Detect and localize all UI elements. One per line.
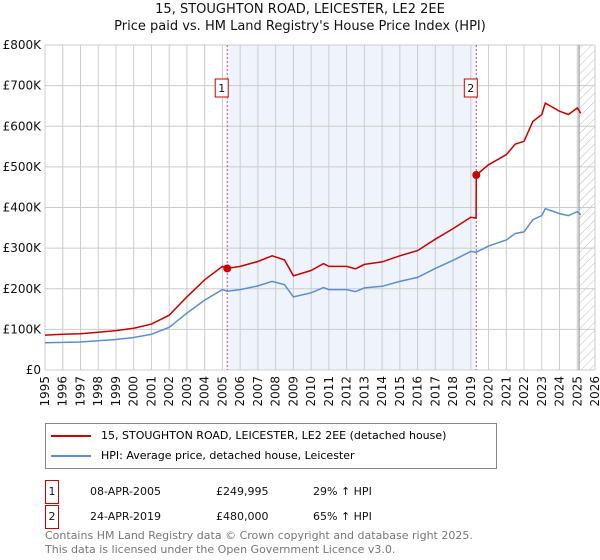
sale-hpi-change: 29% ↑ HPI xyxy=(313,485,372,498)
x-tick-label: 2001 xyxy=(144,376,158,407)
legend-label: 15, STOUGHTON ROAD, LEICESTER, LE2 2EE (… xyxy=(101,429,447,442)
y-tick-label: £400K xyxy=(3,201,43,215)
x-tick-label: 2008 xyxy=(269,376,283,407)
y-tick-label: £800K xyxy=(3,38,43,52)
x-tick-label: 2000 xyxy=(127,376,141,407)
legend: 15, STOUGHTON ROAD, LEICESTER, LE2 2EE (… xyxy=(45,423,497,469)
series-line xyxy=(44,207,582,344)
x-tick-label: 2010 xyxy=(304,376,318,407)
x-tick-label: 2013 xyxy=(357,376,371,407)
footer-copyright: Contains HM Land Registry data © Crown c… xyxy=(45,529,473,542)
x-tick-label: 2026 xyxy=(588,376,600,407)
y-tick-label: £200K xyxy=(3,282,43,296)
sale-marker-badge: 1 xyxy=(45,480,59,504)
sale-hpi-change: 65% ↑ HPI xyxy=(313,510,372,523)
x-tick-label: 2009 xyxy=(286,376,300,407)
x-tick-label: 2004 xyxy=(198,376,212,407)
sale-label-number: 2 xyxy=(467,82,474,95)
x-tick-label: 2022 xyxy=(517,376,531,407)
x-tick-label: 2024 xyxy=(553,376,567,407)
y-tick-label: £100K xyxy=(3,322,43,336)
sale-row: 1 08-APR-2005 £249,995 29% ↑ HPI xyxy=(45,480,545,504)
x-tick-label: 2007 xyxy=(251,376,265,407)
x-tick-label: 1999 xyxy=(109,376,123,407)
x-tick-label: 2020 xyxy=(482,376,496,407)
sale-marker-badge: 2 xyxy=(45,505,59,529)
x-tick-label: 2023 xyxy=(535,376,549,407)
x-tick-label: 2015 xyxy=(393,376,407,407)
x-tick-label: 2017 xyxy=(428,376,442,407)
x-tick-label: 1996 xyxy=(56,376,70,407)
x-tick-label: 1998 xyxy=(91,376,105,407)
chart-subtitle: Price paid vs. HM Land Registry's House … xyxy=(114,19,486,34)
x-tick-label: 2018 xyxy=(446,376,460,407)
plot-area: 1995 1996 1997 1998 1999 2000 2001 2002 2003 2004… xyxy=(3,38,600,407)
sale-date: 24-APR-2019 xyxy=(90,510,162,523)
y-tick-label: £500K xyxy=(3,160,43,174)
y-tick-label: £0 xyxy=(26,363,41,377)
sale-price: £249,995 xyxy=(216,485,269,498)
sale-label-box: 2 xyxy=(463,78,478,98)
x-tick-label: 2002 xyxy=(162,376,176,407)
x-tick-label: 1997 xyxy=(73,376,87,407)
x-tick-label: 2025 xyxy=(570,376,584,407)
series-line xyxy=(44,101,582,336)
sale-label-number: 1 xyxy=(218,82,225,95)
x-tick-label: 2016 xyxy=(411,376,425,407)
y-tick-label: £600K xyxy=(3,119,43,133)
y-tick-label: £700K xyxy=(3,79,43,93)
sale-label-border xyxy=(214,78,229,98)
y-tick-label: £300K xyxy=(3,241,43,255)
sale-point xyxy=(472,171,481,179)
x-tick-label: 1995 xyxy=(38,376,52,407)
sale-date: 08-APR-2005 xyxy=(90,485,162,498)
footer: Contains HM Land Registry data © Crown c… xyxy=(45,529,473,557)
sale-price: £480,000 xyxy=(216,510,269,523)
legend-label: HPI: Average price, detached house, Leic… xyxy=(101,449,355,462)
x-tick-label: 2011 xyxy=(322,376,336,407)
x-tick-label: 2019 xyxy=(464,376,478,407)
sale-label-box: 1 xyxy=(214,78,229,98)
x-tick-label: 2021 xyxy=(499,376,513,407)
sale-point xyxy=(223,264,232,273)
footer-licence: This data is licensed under the Open Gov… xyxy=(45,543,396,556)
sale-label-border xyxy=(463,78,478,98)
legend-swatch-blue xyxy=(51,455,91,457)
x-tick-label: 2003 xyxy=(180,376,194,407)
x-tick-label: 2012 xyxy=(340,376,354,407)
x-tick-label: 2014 xyxy=(375,376,389,407)
x-tick-label: 2005 xyxy=(215,376,229,407)
chart-title: 15, STOUGHTON ROAD, LEICESTER, LE2 2EE xyxy=(155,2,445,17)
x-tick-label: 2006 xyxy=(233,376,247,407)
legend-item-hpi: HPI: Average price, detached house, Leic… xyxy=(51,447,355,465)
legend-item-property: 15, STOUGHTON ROAD, LEICESTER, LE2 2EE (… xyxy=(51,427,446,445)
sale-row: 2 24-APR-2019 £480,000 65% ↑ HPI xyxy=(45,505,545,529)
legend-swatch-red xyxy=(51,435,91,437)
